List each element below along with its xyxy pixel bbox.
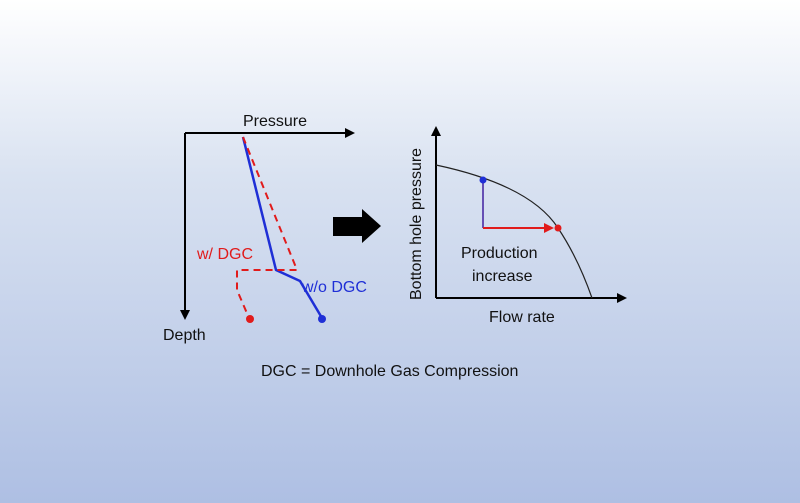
ipr-diagram: Bottom hole pressure Flow rate Productio… bbox=[408, 126, 627, 326]
footnote: DGC = Downhole Gas Compression bbox=[261, 363, 518, 380]
pressure-depth-diagram: Pressure Depth w/ DGC w/o DGC bbox=[163, 113, 367, 344]
bhp-axis-label: Bottom hole pressure bbox=[408, 148, 425, 300]
without-dgc-curve bbox=[241, 136, 324, 319]
without-dgc-endpoint bbox=[318, 315, 326, 323]
with-dgc-endpoint bbox=[246, 315, 254, 323]
depth-axis-label: Depth bbox=[163, 327, 206, 344]
ipr-curve bbox=[435, 164, 593, 299]
flow-rate-axis-label: Flow rate bbox=[489, 309, 555, 326]
improved-operating-point bbox=[554, 224, 562, 232]
with-dgc-curve bbox=[236, 136, 299, 319]
production-increase-label-line1: Production bbox=[461, 245, 538, 262]
pressure-axis-label: Pressure bbox=[243, 113, 307, 130]
initial-operating-point bbox=[479, 176, 487, 184]
right-arrow-icon bbox=[333, 209, 381, 243]
without-dgc-label: w/o DGC bbox=[301, 279, 367, 296]
with-dgc-label: w/ DGC bbox=[196, 246, 253, 263]
production-increase-label-line2: increase bbox=[472, 268, 533, 285]
